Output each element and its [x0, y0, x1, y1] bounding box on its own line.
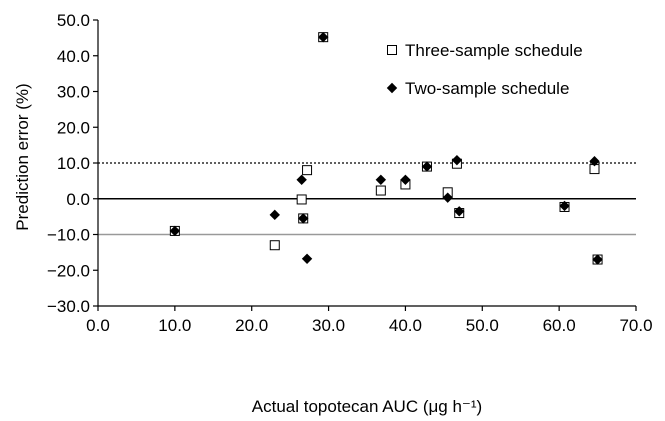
data-points [169, 31, 603, 265]
two-sample-point [269, 209, 280, 221]
legend-diamond-marker [386, 82, 398, 94]
y-tick-label: −20.0 [47, 261, 90, 280]
y-tick-label: 20.0 [57, 118, 90, 137]
two-sample-point [454, 206, 465, 217]
x-tick-label: 20.0 [235, 316, 268, 335]
two-sample-point [298, 213, 309, 224]
x-tick-label: 30.0 [312, 316, 345, 335]
series-0 [169, 32, 603, 265]
axes [93, 19, 637, 311]
x-axis-title: Actual topotecan AUC (μg h⁻¹) [252, 397, 482, 416]
two-sample-point [589, 156, 600, 167]
three-sample-point [269, 240, 280, 251]
y-axis-title: Prediction error (%) [13, 83, 32, 230]
two-sample-point [317, 31, 329, 43]
series-1 [169, 31, 603, 265]
two-sample-point [400, 174, 411, 186]
two-sample-point [301, 253, 313, 265]
x-tick-label: 60.0 [543, 316, 576, 335]
legend-square-marker [387, 45, 397, 55]
two-sample-point [169, 225, 181, 237]
y-tick-label: 0.0 [66, 190, 90, 209]
two-sample-point [296, 174, 307, 186]
two-sample-point [451, 154, 463, 166]
three-sample-point [375, 185, 386, 196]
two-sample-point [375, 174, 387, 186]
x-tick-label: 40.0 [389, 316, 422, 335]
two-sample-point [559, 200, 570, 212]
y-tick-label: 50.0 [57, 11, 90, 30]
y-tick-label: −30.0 [47, 297, 90, 316]
x-tick-label: 50.0 [466, 316, 499, 335]
x-tick-label: 0.0 [86, 316, 110, 335]
y-tick-labels: 50.0 40.0 30.0 20.0 10.0 0.0 −10.0 −20.0 −30.0 [47, 11, 90, 316]
x-tick-label: 70.0 [619, 316, 652, 335]
two-sample-point [421, 161, 433, 172]
legend-label: Three-sample schedule [405, 41, 583, 60]
three-sample-point [302, 165, 313, 176]
y-tick-label: 30.0 [57, 83, 90, 102]
legend: Three-sample schedule Two-sample schedule [386, 41, 583, 98]
two-sample-point [442, 192, 453, 203]
y-tick-label: −10.0 [47, 226, 90, 245]
y-tick-label: 40.0 [57, 47, 90, 66]
x-tick-labels: 0.0 10.0 20.0 30.0 40.0 50.0 60.0 70.0 [86, 316, 652, 335]
reference-lines [98, 162, 636, 236]
two-sample-point [592, 254, 603, 265]
legend-label: Two-sample schedule [405, 79, 569, 98]
x-tick-label: 10.0 [158, 316, 191, 335]
three-sample-point [296, 194, 307, 205]
y-tick-label: 10.0 [57, 154, 90, 173]
